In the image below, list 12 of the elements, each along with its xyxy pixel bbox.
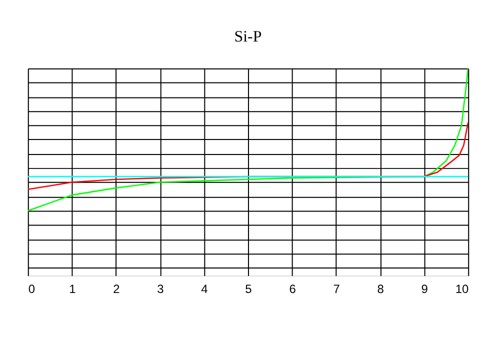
x-tick-label: 2 <box>113 282 120 296</box>
chart-title: Si-P <box>234 28 262 46</box>
x-tick-label: 1 <box>69 282 76 296</box>
x-tick-label: 3 <box>157 282 164 296</box>
x-tick-label: 8 <box>377 282 384 296</box>
x-tick-label: 5 <box>245 282 252 296</box>
x-tick-label: 0 <box>28 282 36 296</box>
x-tick-label: 6 <box>289 282 296 296</box>
x-tick-label: 4 <box>201 282 208 296</box>
x-tick-label: 9 <box>421 282 428 296</box>
x-tick-label: 7 <box>333 282 340 296</box>
x-tick-label: 10 <box>455 282 469 296</box>
